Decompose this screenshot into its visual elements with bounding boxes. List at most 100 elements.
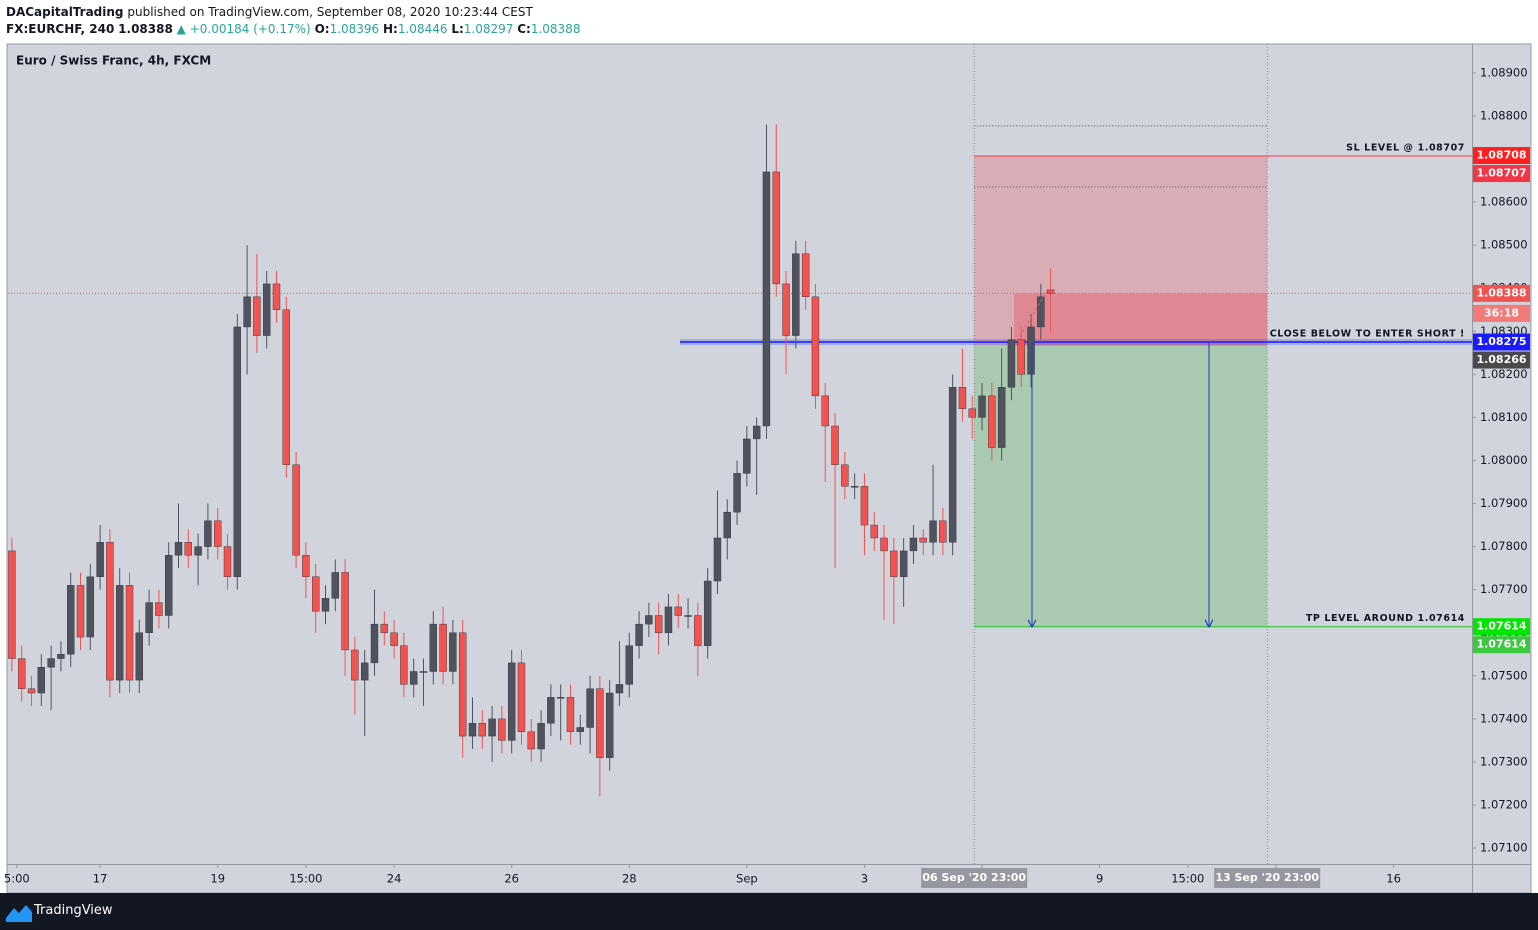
countdown: 36:18	[1484, 306, 1519, 319]
candle-body	[311, 576, 320, 612]
price-label-box	[1473, 147, 1530, 165]
candle-body	[321, 598, 330, 612]
candle-body	[743, 438, 751, 474]
price-label: 1.08707	[1476, 167, 1526, 180]
price-label: 1.07614	[1476, 638, 1526, 651]
candle-body	[37, 666, 46, 694]
candle-body	[1037, 296, 1045, 328]
candle-body	[27, 688, 36, 694]
candle-body	[184, 542, 193, 556]
candle-body	[605, 692, 614, 758]
candle-body	[135, 632, 144, 681]
countdown-box	[1473, 304, 1530, 322]
y-tick-label: 1.07100	[1480, 841, 1528, 855]
o-label: O:	[314, 22, 330, 36]
x-tick-label: 3	[861, 872, 868, 886]
candle-body	[272, 283, 281, 310]
candle-body	[1017, 339, 1025, 375]
x-tick-label: 15:00	[1171, 872, 1204, 886]
y-tick-label: 1.07800	[1480, 539, 1528, 553]
change: ▲ +0.00184 (+0.17%)	[176, 22, 311, 36]
candle-body	[556, 697, 565, 699]
candle-body	[429, 623, 437, 672]
candle-body	[654, 615, 663, 633]
candle-body	[96, 542, 104, 577]
price-label-box	[1473, 636, 1530, 654]
candle-body	[67, 585, 75, 655]
candle-body	[615, 684, 624, 694]
candle-body	[498, 718, 506, 741]
candle-body	[841, 464, 849, 487]
candle-body	[978, 395, 986, 418]
x-tick-label: 16	[1386, 872, 1401, 886]
y-tick-label: 1.07400	[1480, 711, 1528, 725]
date-label: 06 Sep '20 23:00	[922, 871, 1026, 884]
candle-body	[370, 623, 379, 664]
candle-body	[507, 662, 516, 741]
candle-body	[596, 688, 604, 758]
candle-body	[792, 253, 800, 336]
price-label-box	[1473, 618, 1530, 636]
candle-body	[762, 171, 771, 427]
candle-body	[968, 408, 976, 418]
candle-body	[890, 550, 898, 577]
candle-body	[243, 296, 251, 328]
candle-body	[204, 520, 212, 547]
candle-body	[488, 718, 496, 737]
y-tick-label: 1.08600	[1480, 195, 1528, 209]
candle-body	[409, 671, 418, 685]
candle-body	[517, 662, 526, 732]
candle-body	[733, 473, 741, 513]
h-label: H:	[383, 22, 398, 36]
brand: TradingView	[34, 903, 113, 918]
candle-body	[929, 520, 937, 543]
candle-body	[194, 546, 202, 556]
candle-body	[458, 632, 467, 737]
price-label-box	[1473, 333, 1530, 351]
footer: TradingView	[0, 893, 1538, 930]
y-tick-label: 1.07900	[1480, 496, 1528, 510]
x-tick-label: 19	[210, 872, 225, 886]
annotation: CLOSE BELOW TO ENTER SHORT !	[1270, 329, 1465, 340]
candle-body	[1027, 326, 1035, 375]
l-label: L:	[451, 22, 464, 36]
candle-body	[253, 296, 261, 336]
candle-body	[948, 387, 957, 543]
price-label: 1.07614	[1476, 620, 1526, 633]
candle-body	[1007, 339, 1016, 388]
candle-body	[547, 697, 555, 724]
candle-body	[988, 395, 996, 448]
candle-body	[106, 542, 114, 681]
logo	[6, 905, 32, 922]
candle-body	[419, 671, 428, 673]
candle-body	[880, 537, 888, 552]
candle-body	[527, 731, 535, 750]
candle-body	[664, 606, 673, 633]
candle-body	[645, 615, 653, 625]
candle-body	[155, 602, 163, 616]
candle-body	[449, 632, 457, 672]
candle-body	[76, 585, 85, 638]
candle-body	[302, 555, 310, 577]
candle-body	[478, 722, 486, 737]
candle-body	[939, 520, 947, 543]
candle-body	[586, 688, 594, 728]
candle-body	[8, 550, 16, 659]
y-tick-label: 1.07300	[1480, 754, 1528, 768]
candle-body	[684, 615, 692, 617]
candle-body	[899, 550, 908, 577]
candle-body	[703, 580, 712, 646]
x-tick-label: 17	[93, 872, 108, 886]
candle-body	[997, 387, 1006, 448]
published: published on TradingView.com, September …	[127, 5, 533, 19]
x-tick-label: 24	[387, 872, 402, 886]
x-tick-label: 28	[622, 872, 637, 886]
low: 1.08297	[463, 22, 514, 36]
candle-body	[57, 654, 65, 659]
price-label-box	[1473, 351, 1530, 369]
candle-body	[223, 546, 232, 577]
candle-body	[214, 520, 222, 547]
price-label: 1.08266	[1476, 353, 1526, 366]
target-zone	[974, 345, 1268, 627]
